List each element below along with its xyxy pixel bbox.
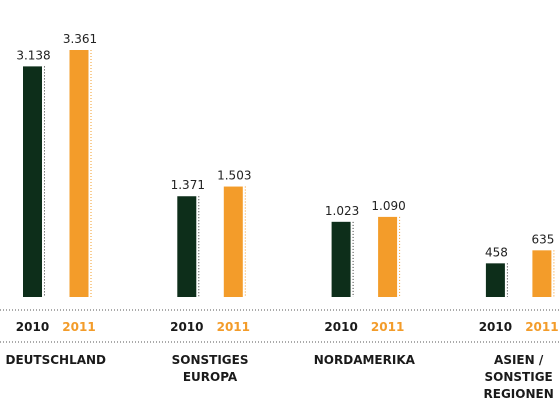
year-label: 2010 xyxy=(170,320,203,334)
value-label: 3.361 xyxy=(63,32,97,46)
year-label: 2010 xyxy=(324,320,357,334)
value-label: 1.023 xyxy=(325,204,359,218)
year-label: 2011 xyxy=(217,320,250,334)
year-label: 2011 xyxy=(62,320,95,334)
category-label: NORDAMERIKA xyxy=(313,353,415,367)
year-label: 2010 xyxy=(16,320,49,334)
category-label: SONSTIGES EUROPA xyxy=(171,353,249,384)
category-label: DEUTSCHLAND xyxy=(5,353,107,367)
value-label: 1.503 xyxy=(217,169,251,183)
bar xyxy=(378,216,398,297)
value-label: 635 xyxy=(531,232,554,246)
value-label: 1.090 xyxy=(371,199,405,213)
value-label: 458 xyxy=(485,245,508,259)
year-label: 2010 xyxy=(479,320,512,334)
value-label: 1.371 xyxy=(171,178,205,192)
bar xyxy=(223,186,243,297)
year-label: 2011 xyxy=(371,320,404,334)
bar xyxy=(485,263,505,297)
value-label: 3.138 xyxy=(16,48,50,62)
bar xyxy=(69,50,89,297)
bar xyxy=(23,66,42,297)
bar xyxy=(331,221,351,297)
year-label: 2011 xyxy=(525,320,558,334)
bar xyxy=(532,250,552,297)
category-label: ASIEN / SONSTIGE REGIONEN xyxy=(483,353,554,401)
bar xyxy=(177,196,197,297)
